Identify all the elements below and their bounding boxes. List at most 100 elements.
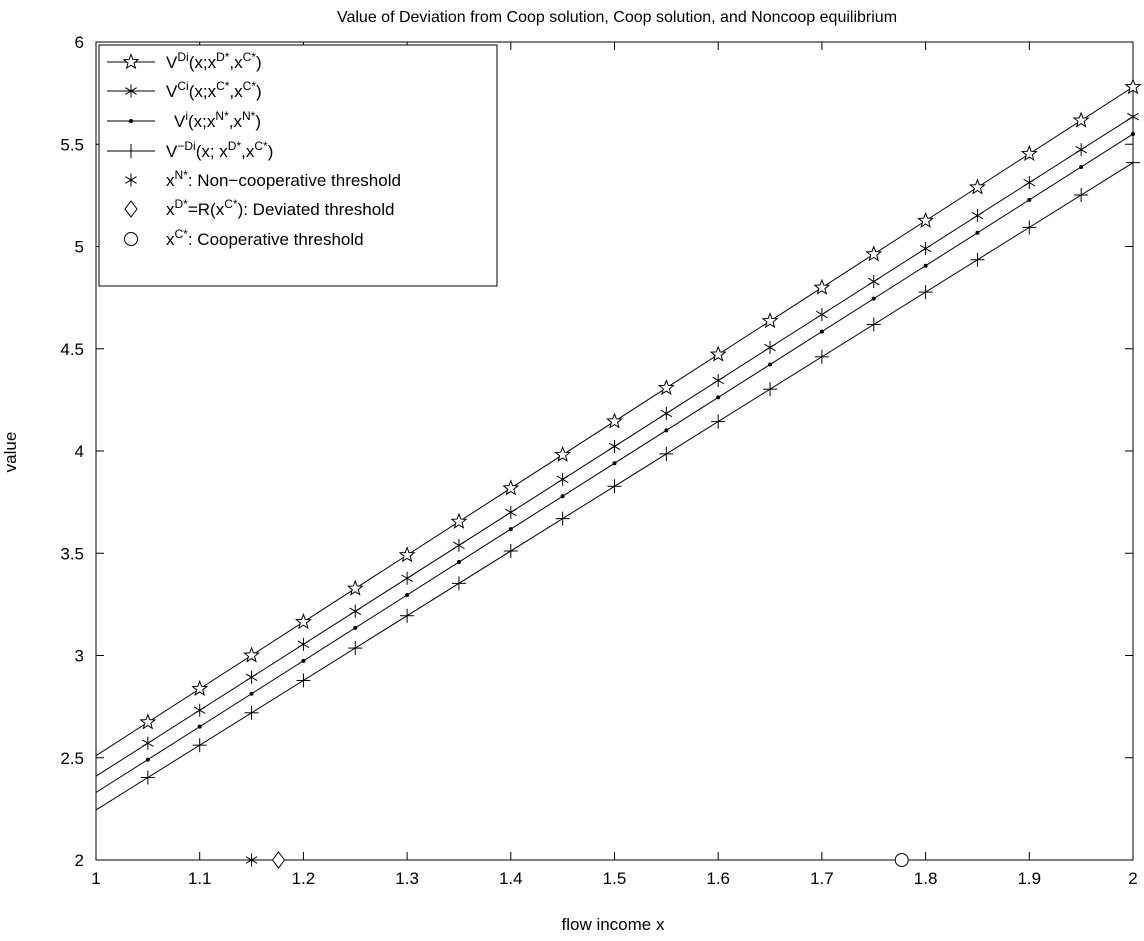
x-tick-label: 1.5 [603, 869, 627, 888]
series-point-VD [657, 379, 675, 396]
series-point-VmD [1022, 220, 1037, 235]
series-point-VN [353, 625, 358, 630]
chart-title: Value of Deviation from Coop solution, C… [337, 9, 897, 26]
y-tick-label: 6 [75, 33, 84, 52]
series-point-VmD [296, 673, 311, 688]
threshold-point-xN [245, 853, 258, 867]
asterisk-stroke [1023, 178, 1036, 187]
legend-text-part: N* [242, 109, 256, 123]
y-tick-label: 2.5 [60, 749, 84, 768]
legend-text-part: ) [268, 142, 274, 161]
series-point-VmD [451, 576, 466, 591]
series-point-VC [867, 275, 880, 289]
series-point-VC [712, 373, 725, 387]
asterisk-stroke [453, 541, 465, 550]
legend-text-part: N* [175, 168, 189, 182]
legend-text-part: x [166, 200, 175, 219]
series-point-VN [508, 527, 513, 532]
series-point-VD [813, 278, 831, 295]
x-tick-label: 1.1 [188, 869, 212, 888]
series-point-VD [917, 211, 935, 228]
legend-text-part: V [174, 112, 186, 131]
legend-text-part: (x;x [189, 82, 217, 101]
legend-text-part: : Non−cooperative threshold [188, 171, 401, 190]
legend-marker-VmD [124, 144, 138, 158]
series-point-VC [971, 209, 984, 223]
legend-label-xD: xD*=R(xC*): Deviated threshold [166, 197, 394, 219]
x-tick-label: 2 [1128, 869, 1137, 888]
series-point-VN [145, 757, 150, 762]
x-tick-label: 1.2 [292, 869, 316, 888]
legend-marker-xC [124, 232, 138, 246]
y-axis-label: value [1, 432, 20, 473]
series-markers [139, 78, 1142, 785]
legend-text-part: ,x [229, 82, 243, 101]
asterisk-stroke [816, 310, 828, 319]
legend-text-part: ,x [229, 53, 243, 72]
series-point-VmD [970, 252, 985, 267]
series-point-VD [1124, 78, 1142, 95]
legend-marker-VC [125, 84, 137, 98]
x-tick-label: 1.8 [914, 869, 938, 888]
legend-text-part: V [166, 82, 178, 101]
series-point-VD [191, 679, 209, 697]
series-point-VmD [711, 414, 726, 429]
asterisk-stroke [1075, 145, 1088, 154]
legend-text-part: N* [215, 109, 229, 123]
y-tick-label: 5.5 [60, 135, 84, 154]
series-point-VD [1072, 111, 1090, 128]
series-point-VmD [555, 511, 570, 526]
series-point-VN [1079, 164, 1084, 169]
legend-text-part: (x;x [188, 112, 216, 131]
asterisk-stroke [141, 739, 154, 747]
series-point-VN [1027, 197, 1032, 202]
series-point-VC [1075, 143, 1088, 157]
legend-text-part: ) [256, 82, 262, 101]
series-point-VN [716, 395, 721, 400]
legend-text-part: Ci [177, 79, 188, 93]
asterisk-stroke [193, 706, 206, 714]
series-point-VC [660, 406, 673, 420]
asterisk-stroke [660, 409, 673, 418]
legend-text-part: C* [243, 50, 257, 64]
legend-label-VC: VCi(x;xC*,xC*) [166, 79, 262, 101]
series-point-VmD [866, 317, 881, 332]
asterisk-stroke [504, 508, 517, 517]
asterisk-stroke [764, 343, 776, 352]
series-point-VmD [192, 738, 207, 753]
legend-text-part: : Cooperative threshold [188, 230, 364, 249]
asterisk-stroke [245, 673, 258, 681]
legend-marker-VN [129, 119, 133, 123]
series-point-VN [612, 461, 617, 466]
series-point-VD [761, 312, 779, 329]
legend-marker-VD [122, 53, 140, 70]
x-axis-label: flow income x [562, 915, 665, 934]
asterisk-stroke [608, 442, 621, 451]
series-point-VD [294, 613, 312, 630]
series-point-VmD [763, 382, 778, 397]
series-point-VD [865, 245, 883, 262]
legend-text-part: x [166, 230, 175, 249]
asterisk-stroke [125, 176, 137, 184]
threshold-point-xD [271, 851, 286, 869]
series-point-VD [502, 479, 520, 496]
series-point-VmD [400, 608, 415, 623]
legend-label-xC: xC*: Cooperative threshold [166, 227, 364, 249]
series-point-VN [405, 592, 410, 597]
series-point-VC [453, 538, 465, 552]
series-point-VC [608, 439, 621, 453]
series-point-VC [504, 505, 517, 519]
x-tick-label: 1.6 [706, 869, 730, 888]
series-point-VD [450, 512, 468, 529]
series-point-VmD [1074, 188, 1089, 203]
legend-text-part: ,x [229, 112, 243, 131]
legend-text-part: C* [224, 197, 238, 211]
legend-text-part: (x; x [196, 142, 229, 161]
x-tick-label: 1.9 [1017, 869, 1041, 888]
legend-text-part: −Di [177, 139, 195, 153]
series-point-VC [349, 604, 362, 618]
series-point-VC [1023, 176, 1036, 190]
series-point-VD [606, 412, 623, 429]
series-point-VN [1131, 132, 1135, 137]
series-point-VD [709, 345, 727, 362]
